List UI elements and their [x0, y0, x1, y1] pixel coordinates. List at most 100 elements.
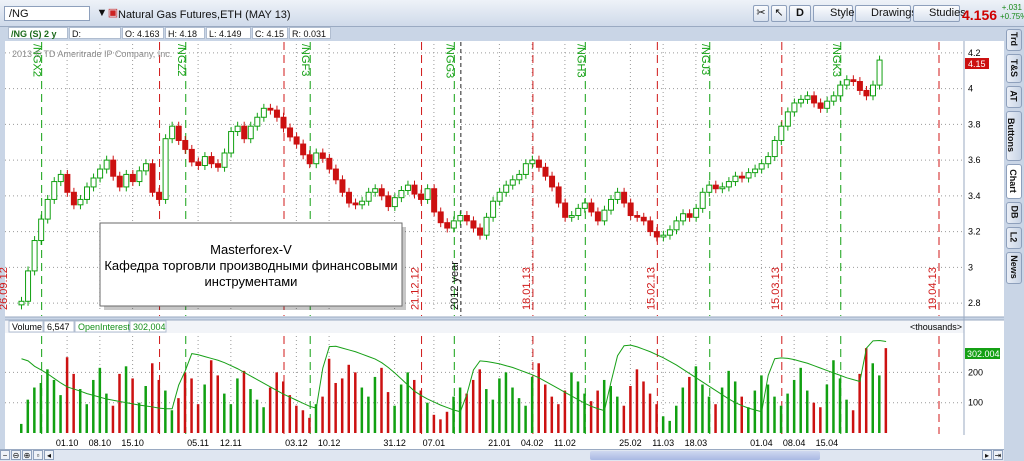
price-axis-labels: 2.8 3 3.2 3.4 3.6 3.8 4 4.2	[968, 48, 981, 308]
candle-body	[876, 59, 883, 86]
candle-body	[260, 107, 267, 118]
tab-buttons[interactable]: Buttons	[1006, 111, 1022, 161]
volume-bar	[517, 398, 521, 433]
volume-bar	[537, 363, 540, 433]
tools-icon[interactable]: ✂	[753, 5, 769, 22]
scroll-right-icon[interactable]: ⇥	[993, 450, 1003, 460]
candle-body	[824, 100, 831, 109]
candle-body	[640, 216, 647, 222]
volume-bar	[832, 360, 835, 433]
candle-body	[90, 177, 97, 188]
volume-bar	[209, 360, 213, 433]
price-tick-label: 4	[968, 84, 973, 94]
candle-body	[581, 202, 588, 209]
tab-ts[interactable]: T&S	[1006, 54, 1022, 83]
style-button[interactable]: Style	[813, 5, 855, 22]
annotation-panel	[99, 222, 403, 307]
time-tick-label: 11.02	[554, 438, 576, 448]
volume-bar	[360, 387, 364, 433]
price-tick-label: 3.8	[968, 119, 981, 129]
volume-bar	[688, 376, 691, 433]
volume-axis-bg	[964, 320, 1004, 435]
price-tick-label: 3.4	[968, 191, 981, 201]
candle-body	[503, 184, 510, 193]
volume-bar	[347, 364, 350, 433]
volume-bar	[799, 367, 802, 433]
volume-bar	[52, 379, 56, 433]
volume-bar	[137, 402, 141, 433]
volume-bar	[380, 367, 383, 433]
candle-body	[365, 191, 372, 202]
pointer-icon[interactable]: ↖	[771, 5, 787, 22]
volume-bar	[589, 401, 593, 433]
volume-bar	[806, 390, 809, 433]
time-tick-label: 08.10	[89, 438, 112, 448]
dropdown-arrow-icon[interactable]: ▼	[96, 7, 108, 19]
volume-bar	[485, 389, 488, 433]
volume-bar	[295, 405, 298, 433]
volume-bar	[59, 395, 62, 433]
volume-bar	[183, 372, 187, 433]
symbol-link-icon[interactable]: ▣	[107, 7, 119, 19]
last-price-tag-text: 4.15	[968, 59, 986, 69]
volume-bars	[20, 348, 888, 433]
candle-body	[149, 163, 156, 193]
volume-tick-label: 200	[968, 367, 983, 377]
volume-bar	[819, 407, 822, 433]
volume-bar	[373, 376, 377, 433]
scroll-thumb[interactable]	[590, 451, 820, 460]
scroll-left-icon[interactable]: ◂	[44, 450, 54, 460]
studies-label: Studies	[929, 7, 966, 19]
candle-body	[555, 186, 562, 204]
tab-trd[interactable]: Trd	[1006, 29, 1022, 51]
studies-button[interactable]: Studies	[913, 5, 966, 22]
volume-axis-labels: 100 200	[968, 367, 983, 407]
candle-body	[162, 138, 169, 200]
candle-body	[359, 200, 366, 206]
event-labels: /NGX2/NGZ2/NGF3/NGG3/NGH3/NGJ3/NGK3 26.09…	[0, 44, 939, 310]
volume-bar	[327, 358, 331, 433]
style-label: Style	[830, 7, 855, 19]
drawings-button[interactable]: Drawings	[855, 5, 917, 22]
tab-db[interactable]: DB	[1006, 202, 1022, 224]
symbol-input[interactable]: /NG	[4, 6, 90, 21]
volume-bar	[845, 399, 848, 433]
candle-body	[870, 84, 876, 97]
scroll-end-icon[interactable]: ▸	[982, 450, 992, 460]
tab-trd-label: Trd	[1009, 31, 1020, 47]
expiry-label: 21.12.12	[410, 267, 422, 310]
candle-body	[385, 195, 392, 208]
volume-bar	[733, 381, 737, 433]
zoom-in-icon[interactable]: ⊕	[22, 450, 32, 460]
price-tick-label: 2.8	[968, 298, 981, 308]
tab-news[interactable]: News	[1006, 252, 1022, 284]
info-low: L: 4.149	[206, 27, 251, 39]
volume-bar	[170, 410, 174, 433]
volume-bar	[583, 393, 586, 433]
candle-body	[215, 163, 221, 168]
zoom-fit-icon[interactable]: ⊖	[11, 450, 21, 460]
zoom-out-icon[interactable]: −	[0, 450, 10, 460]
tab-chart[interactable]: Chart	[1006, 164, 1022, 199]
volume-bar	[707, 396, 711, 433]
volume-bar	[884, 348, 888, 433]
chart-area[interactable]: 2.8 3 3.2 3.4 3.6 3.8 4 4.2 100 200 01.10 08.10 15…	[0, 0, 1004, 449]
candle-body	[332, 168, 339, 181]
zoom-area-icon[interactable]: ▫	[33, 450, 43, 460]
period-d-button[interactable]: D	[789, 5, 811, 22]
candle-body	[326, 157, 333, 170]
volume-bar	[727, 370, 730, 433]
volume-bar	[864, 348, 868, 433]
volume-bar	[471, 379, 475, 433]
open-interest-line	[21, 340, 887, 413]
volume-bar	[196, 404, 200, 433]
tab-at[interactable]: AT	[1006, 86, 1022, 108]
volume-bar	[216, 375, 219, 433]
volume-bar	[98, 367, 102, 433]
volume-bar	[838, 378, 842, 433]
last-oi-marker: 302.004	[965, 348, 1000, 359]
volume-bar	[675, 405, 678, 433]
candle-body	[201, 156, 208, 166]
tab-l2[interactable]: L2	[1006, 227, 1022, 249]
price-tick-label: 3.6	[968, 155, 981, 165]
